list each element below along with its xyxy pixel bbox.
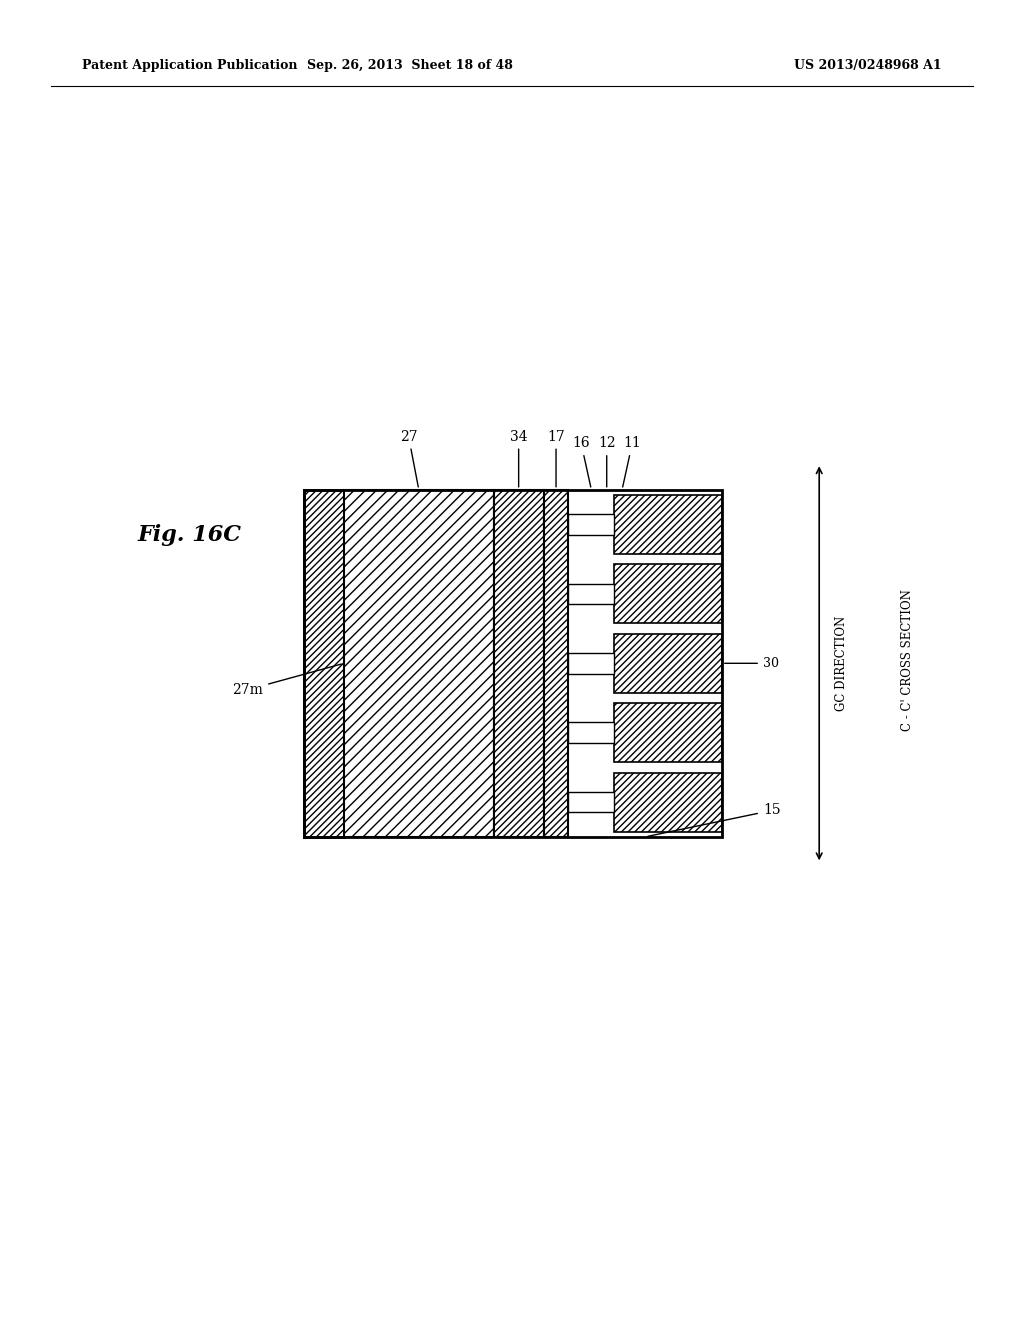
Text: 12: 12 <box>598 436 615 487</box>
Text: 15: 15 <box>648 804 780 837</box>
Bar <box>568 792 614 813</box>
Bar <box>304 490 344 837</box>
Text: US 2013/0248968 A1: US 2013/0248968 A1 <box>795 59 942 73</box>
Bar <box>614 704 722 762</box>
Bar <box>614 634 722 693</box>
Text: 34: 34 <box>510 429 527 487</box>
Text: Sep. 26, 2013  Sheet 18 of 48: Sep. 26, 2013 Sheet 18 of 48 <box>306 59 513 73</box>
Bar <box>304 490 722 837</box>
Bar <box>494 490 544 837</box>
Bar <box>344 490 494 837</box>
Bar <box>568 513 614 535</box>
Text: C - C' CROSS SECTION: C - C' CROSS SECTION <box>901 589 914 731</box>
Bar <box>544 490 568 837</box>
Text: 27m: 27m <box>232 664 341 697</box>
Bar <box>614 565 722 623</box>
Text: 16: 16 <box>572 436 591 487</box>
Text: 30: 30 <box>725 657 779 669</box>
Bar <box>568 722 614 743</box>
Text: GC DIRECTION: GC DIRECTION <box>835 615 848 711</box>
Text: Fig. 16C: Fig. 16C <box>137 524 242 545</box>
Bar <box>568 653 614 673</box>
Text: 11: 11 <box>623 436 641 487</box>
Text: 17: 17 <box>547 429 565 487</box>
Text: Patent Application Publication: Patent Application Publication <box>82 59 297 73</box>
Bar <box>614 495 722 554</box>
Bar <box>614 772 722 832</box>
Bar <box>568 583 614 605</box>
Text: 27: 27 <box>399 429 418 487</box>
